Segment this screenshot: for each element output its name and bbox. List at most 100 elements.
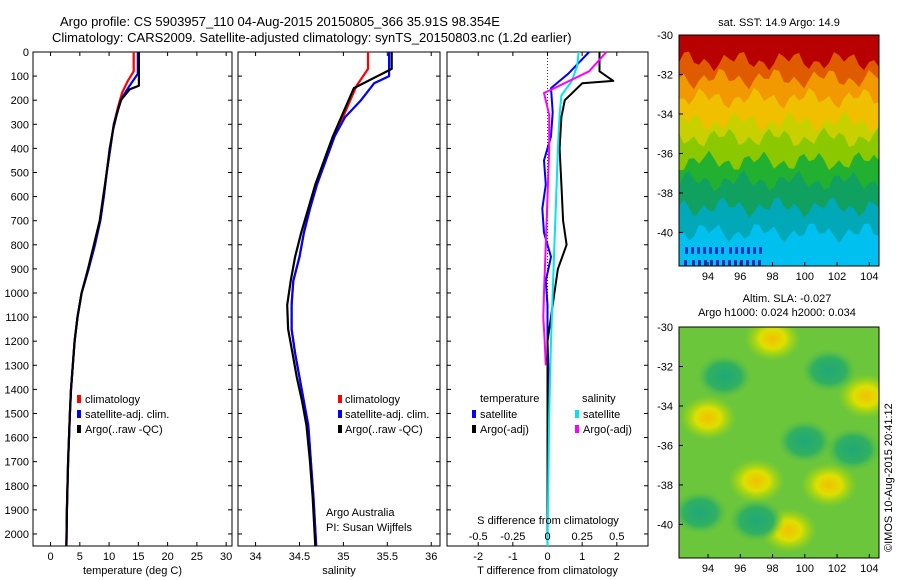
- x-tick-label: 34: [249, 551, 261, 563]
- x-tick-label: 30: [220, 551, 232, 563]
- y-tick-label: -34: [657, 401, 673, 413]
- sst-speckle: [722, 260, 725, 266]
- y-tick-label: 800: [11, 240, 29, 252]
- x-tick-label: 15: [132, 551, 144, 563]
- legend-label: climatology: [345, 394, 401, 406]
- y-tick-label: -30: [657, 322, 673, 334]
- series-line-red: [290, 52, 370, 547]
- sst-speckle: [716, 260, 719, 266]
- header-line1: Argo profile: CS 5903957_110 04-Aug-2015…: [60, 14, 500, 29]
- sla-blob: [728, 498, 785, 543]
- map-frame: [678, 326, 880, 559]
- series-line-blue: [290, 52, 391, 547]
- x-tick-label: 98: [766, 563, 778, 575]
- series-line-blue: [65, 52, 139, 547]
- sst-speckle: [698, 260, 701, 266]
- sst-speckle: [704, 260, 707, 266]
- x-tick-label: 25: [191, 551, 203, 563]
- sla-blob: [801, 348, 857, 393]
- sst-speckle: [747, 247, 750, 254]
- sla-blob: [679, 490, 728, 535]
- y-tick-label: 1900: [5, 505, 29, 517]
- y-tick-label: -36: [657, 440, 673, 452]
- x-tick-label: 5: [77, 551, 83, 563]
- legend-title: temperature: [480, 393, 539, 405]
- x-tick-label: 98: [766, 271, 778, 283]
- salinity-profile-chart: 34 34.5 35 35.5 36 salinity climatology satelli…: [237, 51, 441, 577]
- sst-speckle: [752, 260, 755, 266]
- y-tick-label: 1600: [5, 433, 29, 445]
- x-axis-label: T difference from climatology: [477, 565, 618, 577]
- y-tick-label: 1700: [5, 457, 29, 469]
- y-tick-label: 900: [11, 264, 29, 276]
- legend-label: satellite: [480, 409, 517, 421]
- x-tick-label: 34.5: [289, 551, 310, 563]
- sla-blob: [776, 419, 833, 464]
- x-tick-label: 102: [828, 563, 846, 575]
- top-axis-label: S difference from climatology: [477, 515, 619, 527]
- legend-label: Argo(-adj): [583, 424, 632, 436]
- y-tick-label: 1200: [5, 336, 29, 348]
- x-tick-label: -2: [473, 551, 483, 563]
- legend-label: Argo(..raw -QC): [345, 424, 423, 436]
- series-line-magenta: [542, 51, 608, 366]
- y-tick-label: 1500: [5, 408, 29, 420]
- x-axis-label: salinity: [322, 565, 356, 577]
- y-tick-label: 1000: [5, 288, 29, 300]
- y-tick-label: -38: [657, 188, 673, 200]
- x-tick-label: 36: [425, 551, 437, 563]
- sst-speckle: [753, 247, 756, 254]
- y-tick-label: 1400: [5, 384, 29, 396]
- x-tick-label: 35.5: [377, 551, 398, 563]
- footer-stamp: ©IMOS 10-Aug-2015 20:41:12: [883, 403, 895, 552]
- sla-map-chart: Altim. SLA: -0.027 Argo h1000: 0.024 h200…: [657, 293, 880, 575]
- sst-speckle: [715, 247, 718, 254]
- sst-band: [679, 223, 879, 266]
- sst-speckle: [684, 260, 687, 266]
- s-diff-tick-label: 0.5: [609, 531, 624, 543]
- legend-label: satellite-adj. clim.: [85, 409, 169, 421]
- sst-speckle: [746, 260, 749, 266]
- sla-blob: [825, 427, 879, 472]
- map-title: sat. SST: 14.9 Argo: 14.9: [718, 17, 840, 29]
- sst-speckle: [685, 247, 688, 254]
- x-tick-label: 100: [796, 271, 814, 283]
- y-tick-label: -34: [657, 109, 673, 121]
- y-tick-label: -36: [657, 148, 673, 160]
- annotation-text: PI: Susan Wijffels: [326, 522, 412, 534]
- sst-speckle: [710, 260, 713, 266]
- sst-speckle: [709, 247, 712, 254]
- temperature-profile-chart: 0 5 10 15 20 25 30 temperature (deg C) 0 100 200 30…: [5, 47, 233, 577]
- legend-label: Argo(-adj): [480, 424, 529, 436]
- series-line-black: [546, 52, 615, 546]
- y-tick-label: -40: [657, 519, 673, 531]
- x-axis-label: temperature (deg C): [83, 565, 182, 577]
- x-tick-label: 0: [544, 551, 550, 563]
- annotation-text: Argo Australia: [326, 507, 395, 519]
- y-tick-label: 200: [11, 95, 29, 107]
- s-diff-tick-label: -0.5: [469, 531, 488, 543]
- x-tick-label: 94: [702, 271, 714, 283]
- y-tick-label: -32: [657, 361, 673, 373]
- sst-speckle: [692, 260, 695, 266]
- sla-blob: [744, 327, 801, 361]
- legend-label: Argo(..raw -QC): [85, 424, 163, 436]
- sst-speckle: [728, 260, 731, 266]
- s-diff-tick-label: 0.25: [571, 531, 592, 543]
- legend-label: satellite: [583, 409, 620, 421]
- header-line2: Climatology: CARS2009. Satellite-adjuste…: [52, 30, 572, 45]
- legend-label: climatology: [85, 394, 141, 406]
- x-tick-label: 35: [337, 551, 349, 563]
- x-tick-label: 104: [860, 563, 878, 575]
- x-tick-label: 100: [796, 563, 814, 575]
- sst-speckle: [697, 247, 700, 254]
- sla-blob: [728, 459, 785, 503]
- sst-speckle: [729, 247, 732, 254]
- y-tick-label: -32: [657, 69, 673, 81]
- y-tick-label: 0: [23, 47, 29, 59]
- sst-speckle: [691, 247, 694, 254]
- series-line-red: [65, 52, 135, 547]
- sst-speckle: [735, 247, 738, 254]
- y-tick-label: 300: [11, 119, 29, 131]
- y-tick-label: 400: [11, 143, 29, 155]
